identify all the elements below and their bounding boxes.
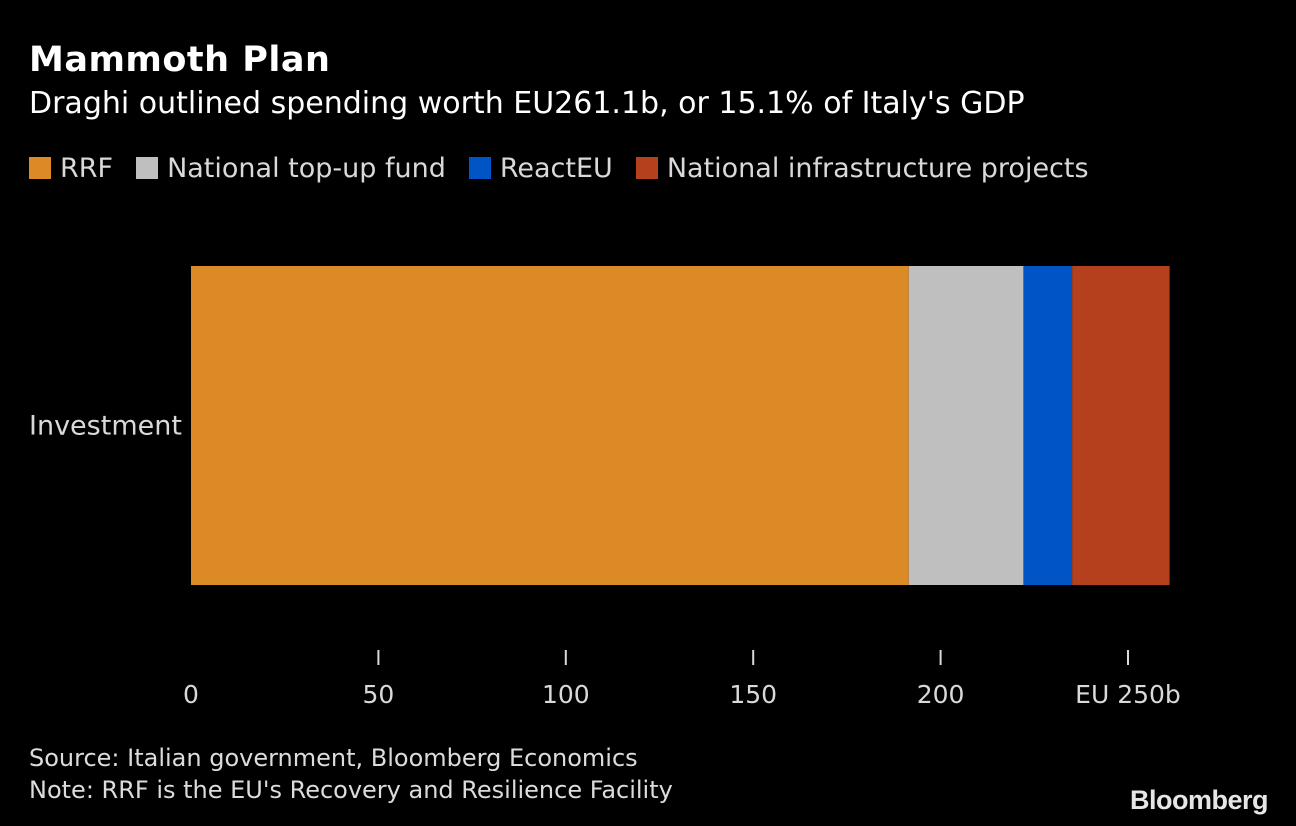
legend-swatch bbox=[635, 157, 658, 179]
footer: Source: Italian government, Bloomberg Ec… bbox=[29, 742, 673, 806]
x-tick-label: 100 bbox=[542, 680, 590, 709]
x-tick-label: 50 bbox=[362, 680, 394, 709]
x-tick-label: 150 bbox=[729, 680, 777, 709]
legend: RRF National top-up fund ReactEU National i… bbox=[29, 151, 1112, 185]
legend-item-3: National infrastructure projects bbox=[635, 152, 1089, 184]
bar-segment-rrf bbox=[191, 266, 909, 585]
x-tick-label: 0 bbox=[183, 680, 199, 709]
legend-item-0: RRF bbox=[29, 153, 113, 184]
bar-segment-national-top-up-fund bbox=[908, 266, 1024, 585]
legend-swatch bbox=[468, 157, 491, 179]
legend-swatch bbox=[136, 157, 159, 179]
legend-item-2: ReactEU bbox=[468, 152, 613, 184]
legend-label: National infrastructure projects bbox=[666, 152, 1089, 184]
legend-label: National top-up fund bbox=[167, 152, 446, 184]
bar-segment-reacteu bbox=[1023, 266, 1073, 585]
x-tick-label: EU 250b bbox=[1075, 680, 1181, 709]
chart-note: Note: RRF is the EU's Recovery and Resil… bbox=[29, 776, 673, 804]
stacked-bar-chart: Investment 0 50 100 150 200 EU 250b bbox=[29, 266, 1181, 709]
category-label: Investment bbox=[29, 411, 182, 442]
legend-swatch bbox=[29, 157, 51, 179]
chart-title: Mammoth Plan bbox=[29, 40, 331, 80]
bloomberg-logo: Bloomberg bbox=[1129, 785, 1269, 815]
x-tick-label: 200 bbox=[917, 680, 965, 709]
legend-item-1: National top-up fund bbox=[136, 153, 446, 184]
legend-label: ReactEU bbox=[499, 152, 613, 184]
bar-segment-national-infrastructure-projects bbox=[1072, 266, 1170, 585]
chart-subtitle: Draghi outlined spending worth EU261.1b,… bbox=[29, 86, 1025, 121]
source-note: Source: Italian government, Bloomberg Ec… bbox=[29, 744, 638, 772]
legend-label: RRF bbox=[60, 152, 114, 184]
